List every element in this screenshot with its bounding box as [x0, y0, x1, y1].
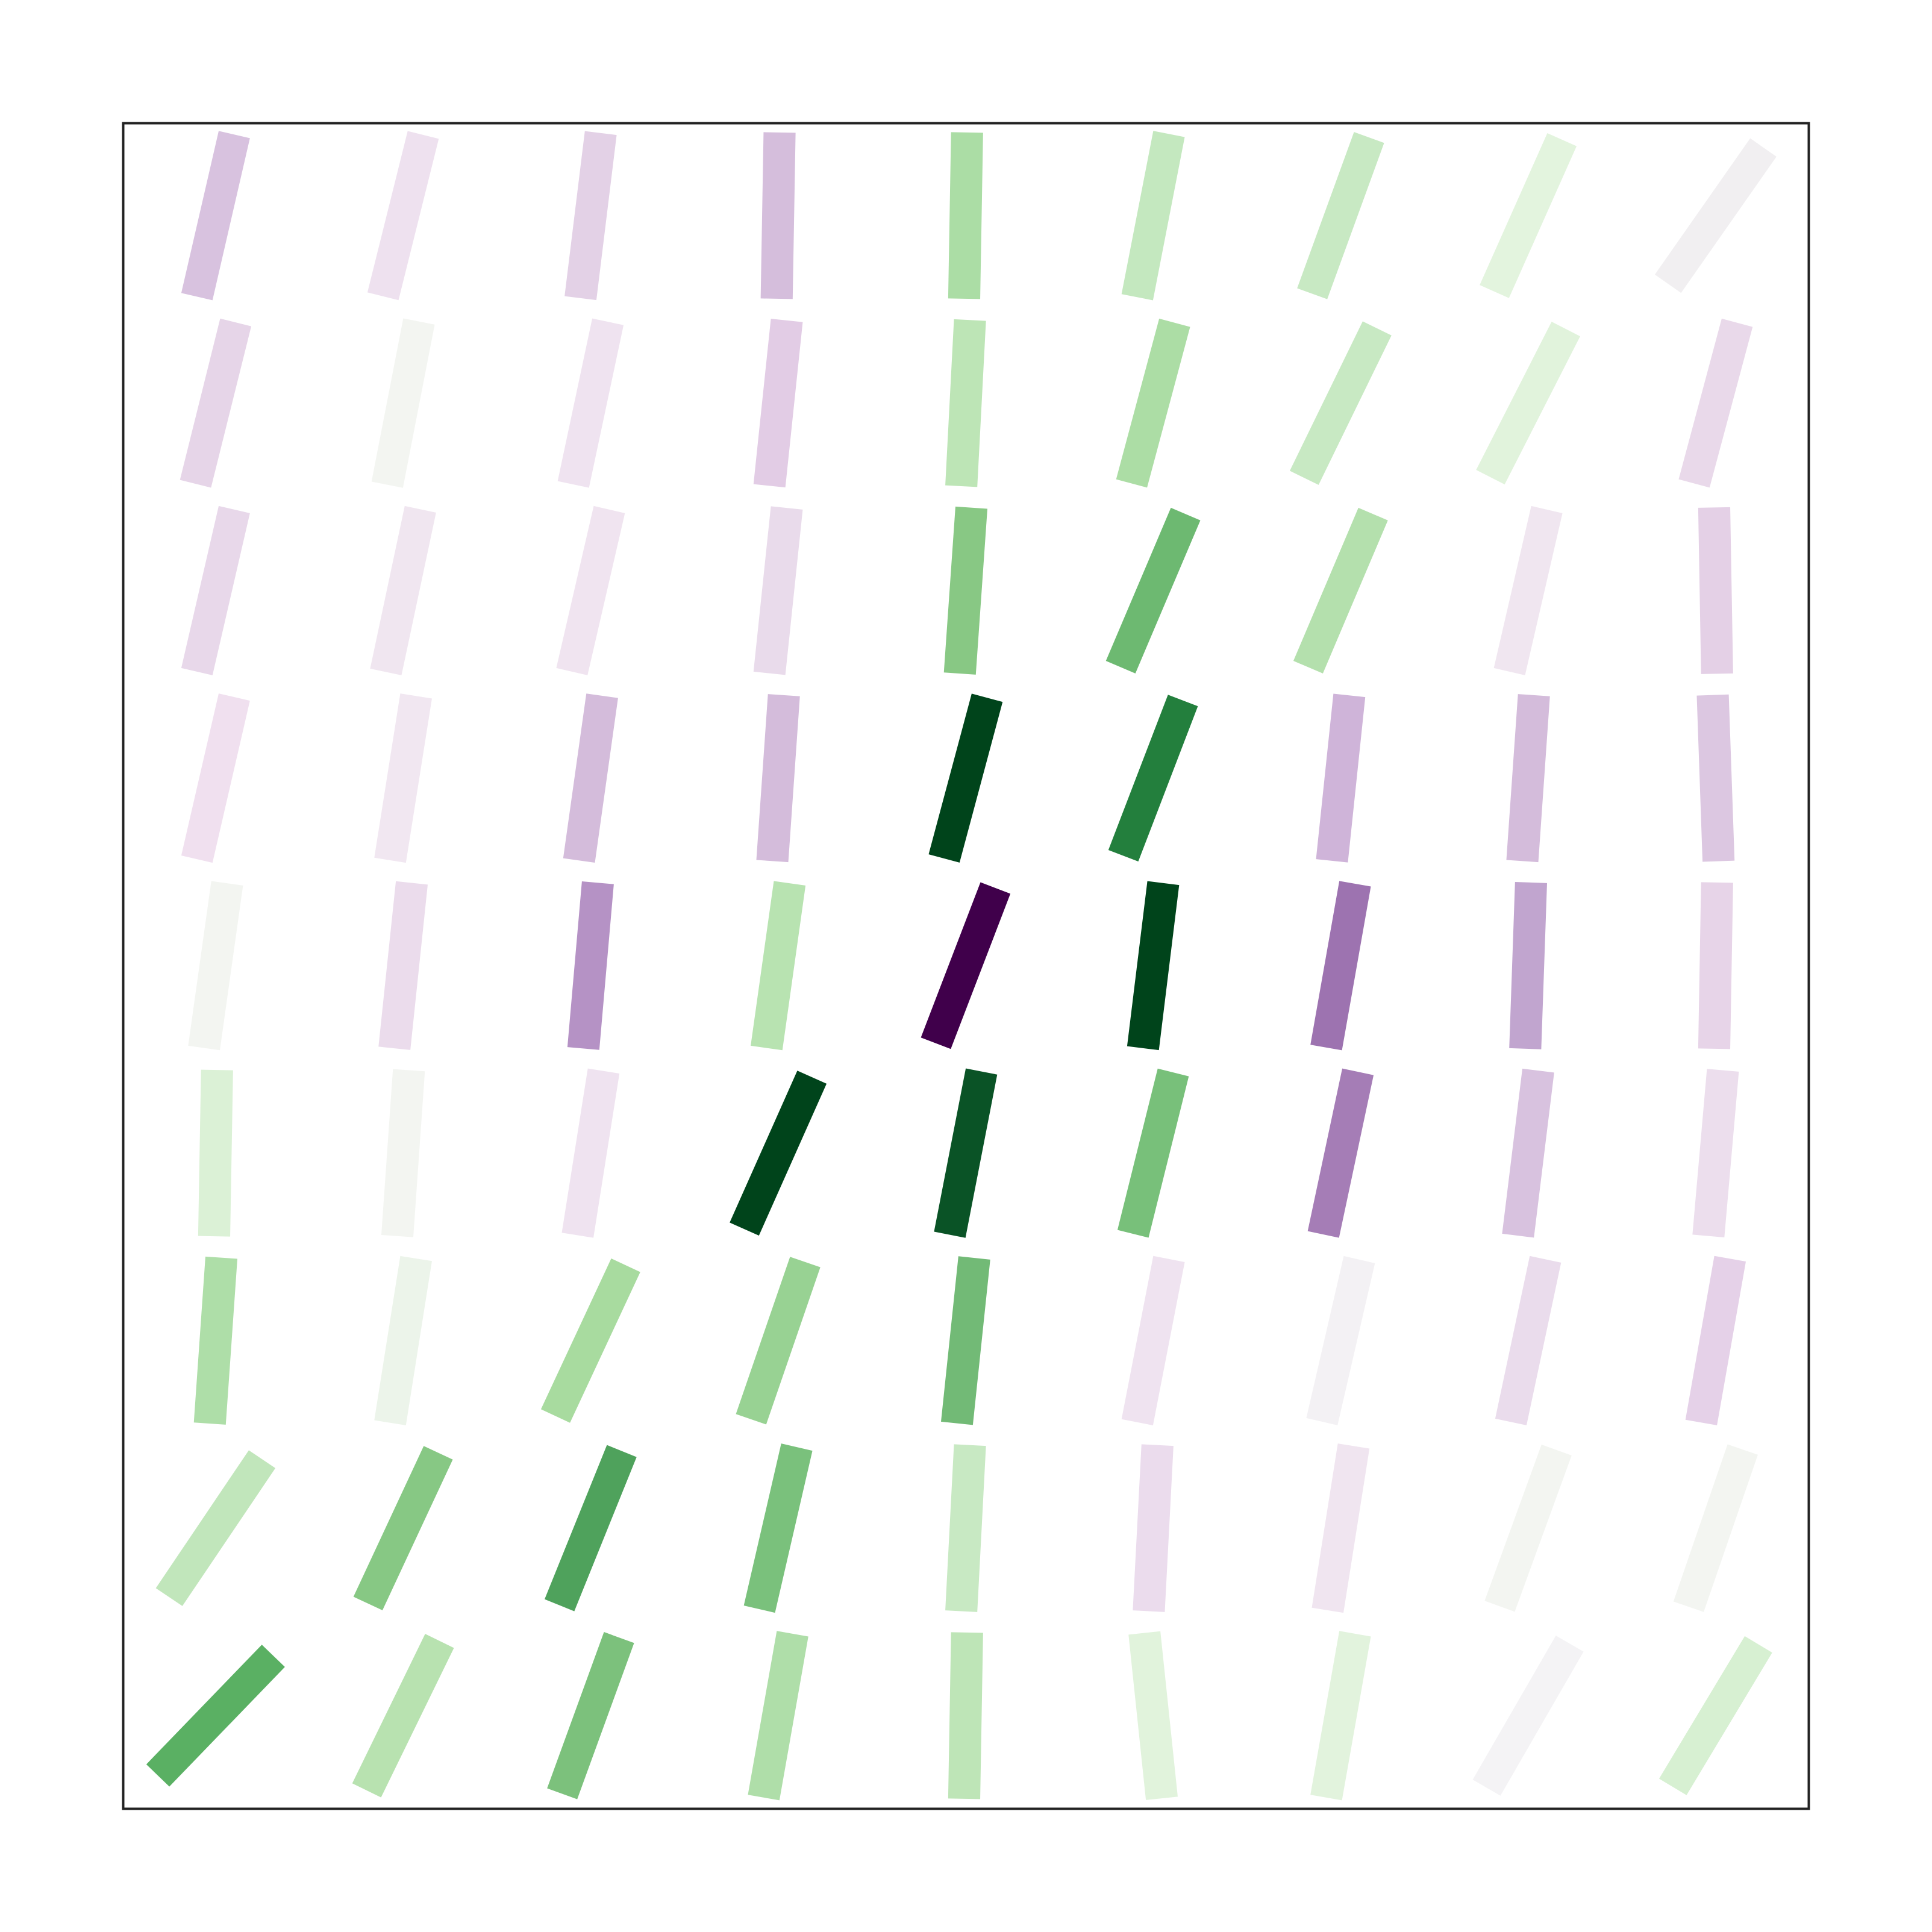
arrow-bar — [1117, 1068, 1189, 1238]
arrow-bar — [753, 319, 803, 488]
arrow-bar — [353, 1446, 453, 1610]
arrow-bar — [381, 1069, 425, 1237]
arrow-bar — [948, 1632, 983, 1799]
arrow-bar — [730, 1071, 827, 1236]
arrow-bar — [1506, 694, 1550, 863]
arrow-bar — [743, 1443, 813, 1613]
arrow-bar — [1121, 1255, 1185, 1425]
arrow-bar — [943, 506, 988, 675]
arrow-bar — [1509, 881, 1548, 1049]
arrow-bar — [751, 881, 806, 1051]
arrow-bar — [941, 1256, 990, 1425]
arrow-bar — [1678, 318, 1753, 488]
arrow-bar — [557, 318, 624, 488]
arrow-bar — [760, 132, 796, 299]
arrow-bar — [1105, 507, 1201, 674]
arrow-bar — [545, 1445, 637, 1612]
arrow-bar — [1502, 1068, 1554, 1238]
arrow-bar — [1493, 505, 1563, 675]
arrow-bar — [193, 1256, 238, 1425]
arrow-bar — [146, 1645, 285, 1787]
arrow-bar — [1306, 1255, 1375, 1425]
arrow-bar — [1472, 1636, 1584, 1796]
arrow-bar — [756, 694, 800, 863]
arrow-bar — [180, 318, 252, 488]
arrow-bar — [1316, 693, 1366, 863]
arrow-bar — [1127, 881, 1180, 1051]
arrow-bar — [181, 505, 250, 675]
arrow-bar — [1484, 1444, 1572, 1612]
arrow-bar — [181, 131, 250, 301]
arrow-bar — [1696, 694, 1735, 862]
arrow-bar — [1293, 507, 1388, 674]
arrow-bar — [367, 131, 439, 301]
arrow-bar — [188, 881, 243, 1051]
marks — [146, 131, 1777, 1801]
arrow-bar — [370, 505, 436, 675]
arrow-bar — [753, 506, 803, 675]
arrow-bar — [1658, 1636, 1772, 1795]
arrow-bar — [1692, 1069, 1739, 1237]
arrow-bar — [1310, 1631, 1371, 1801]
arrow-bar — [945, 319, 986, 487]
arrow-bar — [547, 1632, 634, 1799]
arrow-bar — [540, 1258, 640, 1423]
arrow-bar — [564, 131, 617, 301]
arrow-bar — [736, 1257, 821, 1425]
arrow-bar — [155, 1450, 276, 1606]
arrow-bar — [1311, 1443, 1370, 1613]
arrow-bar — [374, 693, 432, 863]
arrow-bar — [1128, 1631, 1178, 1800]
arrow-bar — [1480, 133, 1577, 298]
arrow-bar — [556, 505, 625, 675]
arrow-bar — [1307, 1068, 1374, 1238]
arrow-bar — [934, 1068, 998, 1238]
arrow-bar — [1685, 1255, 1746, 1425]
arrow-bar — [1495, 1255, 1562, 1425]
arrow-bar — [374, 1255, 432, 1425]
arrow-bar — [1297, 132, 1384, 299]
arrow-bar — [748, 1631, 808, 1801]
axes-frame — [122, 122, 1810, 1810]
arrow-bar — [1121, 131, 1185, 301]
arrow-bar — [1654, 138, 1777, 293]
arrow-bar — [1698, 882, 1733, 1049]
arrow-bar — [561, 1068, 620, 1238]
arrow-bar — [928, 693, 1003, 863]
arrow-bar — [1108, 695, 1198, 862]
arrow-bar — [948, 132, 983, 299]
arrow-bar — [921, 882, 1011, 1049]
arrow-bar — [1310, 881, 1371, 1051]
arrow-bar — [1289, 321, 1392, 485]
arrow-bar — [378, 881, 428, 1050]
arrow-bar — [567, 881, 614, 1050]
arrow-bar — [371, 318, 435, 488]
arrow-bar — [1116, 318, 1190, 488]
arrow-bar — [1673, 1444, 1758, 1612]
arrow-bar — [563, 693, 618, 863]
arrow-bar — [1133, 1444, 1174, 1612]
arrow-bar — [945, 1444, 986, 1612]
arrow-bar — [352, 1634, 454, 1798]
arrow-bar — [198, 1069, 233, 1237]
arrow-bar — [181, 693, 250, 863]
arrow-bar — [1698, 507, 1733, 674]
arrow-bar — [1476, 322, 1580, 485]
